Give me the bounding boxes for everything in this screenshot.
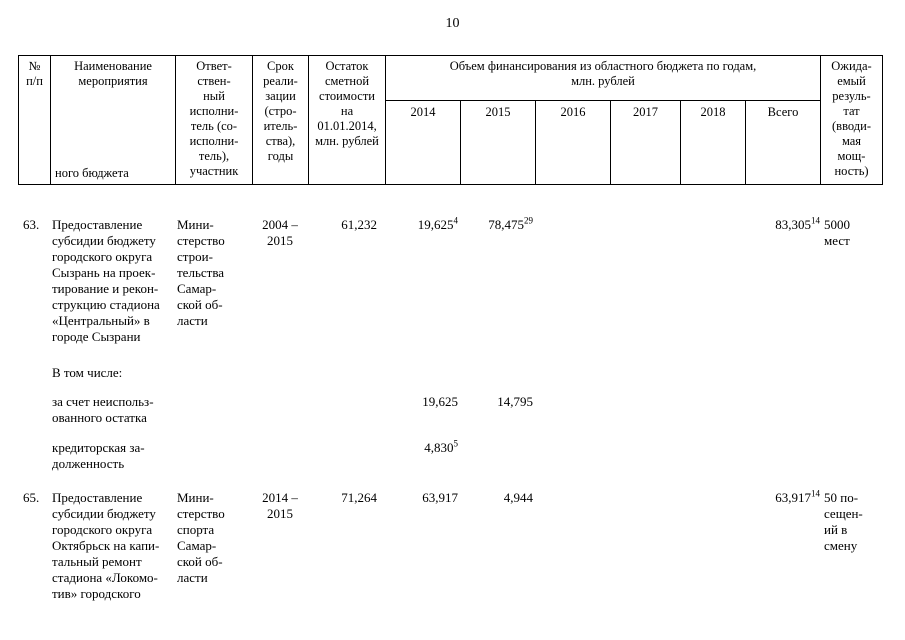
header-col-number: № п/п xyxy=(19,56,51,184)
row-executor: Мини- стерство строи- тельства Самар- ск… xyxy=(177,217,225,328)
row-value-2014: 19,6254 xyxy=(417,215,459,232)
row-number: 65. xyxy=(23,490,40,505)
header-col-term: Срок реали- зации (стро- итель- ства), г… xyxy=(253,56,309,184)
footnote-ref: 5 xyxy=(453,438,459,449)
table-body: 63. Предоставление субсидии бюджету горо… xyxy=(18,185,883,602)
footnote-ref: 29 xyxy=(524,215,533,226)
table-subrow: за счет неиспольз- ованного остатка 19,6… xyxy=(18,394,883,426)
header-col-balance: Остаток сметной стоимости на 01.01.2014,… xyxy=(309,56,386,184)
row-executor: Мини- стерство спорта Самар- ской об- ла… xyxy=(177,490,225,585)
row-name: Предоставление субсидии бюджету городско… xyxy=(52,490,160,601)
table-subheading-row: В том числе: xyxy=(18,365,883,381)
header-col-executor: Ответ- ствен- ный исполни- тель (со- исп… xyxy=(176,56,253,184)
header-year-2017: 2017 xyxy=(611,101,681,184)
footnote-ref: 4 xyxy=(453,215,459,226)
row-result: 5000 мест xyxy=(824,217,850,248)
row-balance: 71,264 xyxy=(341,490,377,505)
carryover-text: ного бюджета xyxy=(55,166,129,180)
row-balance: 61,232 xyxy=(341,217,377,232)
row-value-total: 63,91714 xyxy=(775,488,820,505)
footnote-ref: 14 xyxy=(811,488,820,499)
row-value-total: 83,30514 xyxy=(775,215,820,232)
header-col-funding: Объем финансирования из областного бюдже… xyxy=(386,56,821,101)
table-row: 65. Предоставление субсидии бюджету горо… xyxy=(18,488,883,602)
header-year-2015: 2015 xyxy=(461,101,536,184)
table-header: № п/п Наименование мероприятия ного бюдж… xyxy=(18,55,883,185)
header-year-2014: 2014 xyxy=(386,101,461,184)
subrow-value-2014: 4,8305 xyxy=(424,438,459,455)
header-year-2018: 2018 xyxy=(681,101,746,184)
row-result: 50 по- сещен- ий в смену xyxy=(824,490,863,553)
table-subrow: кредиторская за- долженность 4,8305 xyxy=(18,438,883,472)
row-term: 2004 – 2015 xyxy=(262,217,298,248)
row-name: Предоставление субсидии бюджету городско… xyxy=(52,217,160,344)
subrow-name: кредиторская за- долженность xyxy=(52,440,145,471)
footnote-ref: 14 xyxy=(811,215,820,226)
row-number: 63. xyxy=(23,217,40,232)
subrow-value-2015: 14,795 xyxy=(497,394,533,409)
table-row: 63. Предоставление субсидии бюджету горо… xyxy=(18,215,883,345)
header-col-name: Наименование мероприятия ного бюджета xyxy=(51,56,176,184)
row-value-2015: 78,47529 xyxy=(488,215,533,232)
header-year-total: Всего xyxy=(746,101,821,184)
header-col-result: Ожида- емый резуль- тат (вводи- мая мощ-… xyxy=(831,59,872,178)
page-number: 10 xyxy=(445,16,460,31)
row-value-2015: 4,944 xyxy=(503,490,533,505)
subrow-name: за счет неиспольз- ованного остатка xyxy=(52,394,154,425)
subrow-value-2014: 19,625 xyxy=(422,394,458,409)
subheading-label: В том числе: xyxy=(52,365,123,380)
header-col-name-label: Наименование мероприятия xyxy=(74,59,152,88)
row-value-2014: 63,917 xyxy=(422,490,458,505)
header-year-2016: 2016 xyxy=(536,101,611,184)
row-term: 2014 – 2015 xyxy=(262,490,298,521)
